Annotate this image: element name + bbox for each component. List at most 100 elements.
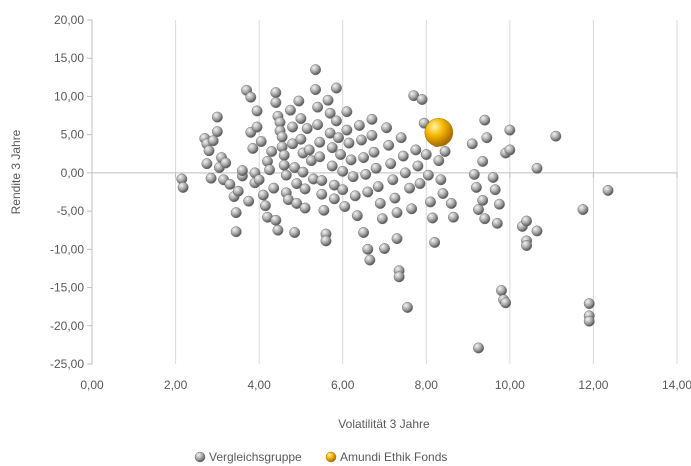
x-tick-label: 14,00 <box>662 378 691 392</box>
y-tick-labels: -25,00 -20,00 -15,00 -10,00 -5,00 0,00 5,00 10,… <box>50 13 84 371</box>
point-vergleichsgruppe <box>362 243 374 255</box>
point-vergleichsgruppe <box>531 225 543 237</box>
point-vergleichsgruppe <box>602 185 614 196</box>
point-vergleichsgruppe <box>504 144 516 156</box>
point-vergleichsgruppe <box>349 190 361 202</box>
point-vergleichsgruppe <box>406 203 418 215</box>
point-vergleichsgruppe <box>397 150 409 162</box>
point-vergleichsgruppe <box>391 233 403 245</box>
legend-marker-vergleichsgruppe <box>194 451 206 463</box>
point-vergleichsgruppe <box>251 121 263 133</box>
y-tick-label: 20,00 <box>54 13 84 27</box>
point-vergleichsgruppe <box>318 204 330 216</box>
point-vergleichsgruppe <box>447 211 459 223</box>
point-vergleichsgruppe <box>347 171 359 183</box>
point-vergleichsgruppe <box>207 135 219 147</box>
point-vergleichsgruppe <box>489 184 501 196</box>
point-vergleichsgruppe <box>287 138 299 150</box>
point-vergleichsgruppe <box>368 146 380 158</box>
point-vergleichsgruppe <box>220 157 232 169</box>
point-vergleichsgruppe <box>295 113 307 125</box>
point-vergleichsgruppe <box>531 162 543 174</box>
point-vergleichsgruppe <box>439 146 451 157</box>
point-vergleichsgruppe <box>301 123 313 135</box>
point-vergleichsgruppe <box>504 124 516 136</box>
point-vergleichsgruppe <box>387 174 399 186</box>
y-tick-label: -10,00 <box>50 242 84 256</box>
point-vergleichsgruppe <box>337 184 349 196</box>
point-vergleichsgruppe <box>243 195 255 207</box>
point-vergleichsgruppe <box>412 160 424 172</box>
point-vergleichsgruppe <box>381 122 393 134</box>
y-tick-label: -15,00 <box>50 281 84 295</box>
legend: Vergleichsgruppe Amundi Ethik Fonds <box>194 450 447 464</box>
point-vergleichsgruppe <box>253 174 265 186</box>
point-vergleichsgruppe <box>341 106 353 118</box>
point-vergleichsgruppe <box>287 121 299 133</box>
point-vergleichsgruppe <box>335 149 347 160</box>
point-vergleichsgruppe <box>366 129 378 141</box>
point-vergleichsgruppe <box>203 145 215 157</box>
point-vergleichsgruppe <box>358 152 370 164</box>
point-vergleichsgruppe <box>420 149 432 160</box>
point-vergleichsgruppe <box>479 114 491 126</box>
axes <box>87 19 678 365</box>
point-vergleichsgruppe <box>280 169 292 181</box>
point-vergleichsgruppe <box>435 174 447 186</box>
point-vergleichsgruppe <box>312 119 324 131</box>
point-vergleichsgruppe <box>291 198 303 209</box>
legend-label-vergleichsgruppe: Vergleichsgruppe <box>209 450 302 464</box>
point-vergleichsgruppe <box>289 227 301 238</box>
legend-label-amundi-ethik-fonds: Amundi Ethik Fonds <box>340 450 447 464</box>
point-vergleichsgruppe <box>320 235 332 247</box>
point-vergleichsgruppe <box>257 189 269 201</box>
point-vergleichsgruppe <box>416 94 428 105</box>
x-tick-label: 0,00 <box>80 378 104 392</box>
y-tick-label: 5,00 <box>61 128 85 142</box>
point-vergleichsgruppe <box>316 175 328 186</box>
point-vergleichsgruppe <box>270 214 282 226</box>
point-vergleichsgruppe <box>481 132 493 144</box>
point-vergleichsgruppe <box>493 198 505 210</box>
point-vergleichsgruppe <box>376 213 388 225</box>
point-vergleichsgruppe <box>328 193 340 205</box>
y-tick-label: -25,00 <box>50 357 84 371</box>
point-vergleichsgruppe <box>264 164 276 176</box>
point-vergleichsgruppe <box>343 137 355 149</box>
point-vergleichsgruppe <box>278 149 290 161</box>
point-vergleichsgruppe <box>370 162 382 174</box>
y-tick-label: 15,00 <box>54 51 84 65</box>
point-vergleichsgruppe <box>224 178 236 190</box>
point-vergleichsgruppe <box>205 172 217 184</box>
point-vergleichsgruppe <box>379 243 390 255</box>
point-vergleichsgruppe <box>385 158 397 170</box>
point-vergleichsgruppe <box>445 198 457 209</box>
point-vergleichsgruppe <box>496 285 507 297</box>
point-vergleichsgruppe <box>270 87 282 99</box>
point-vergleichsgruppe <box>297 166 309 178</box>
point-vergleichsgruppe <box>389 192 401 204</box>
point-vergleichsgruppe <box>345 154 357 166</box>
y-tick-label: -5,00 <box>57 204 85 218</box>
data-points <box>176 64 614 354</box>
point-vergleichsgruppe <box>230 226 242 238</box>
point-vergleichsgruppe <box>299 202 311 214</box>
point-vergleichsgruppe <box>422 169 434 181</box>
point-vergleichsgruppe <box>583 298 595 310</box>
point-vergleichsgruppe <box>470 181 482 193</box>
point-vergleichsgruppe <box>433 155 445 167</box>
point-vergleichsgruppe <box>236 165 248 177</box>
point-vergleichsgruppe <box>393 271 405 283</box>
y-tick-label: 10,00 <box>54 89 84 103</box>
point-vergleichsgruppe <box>404 182 416 194</box>
point-vergleichsgruppe <box>337 165 349 177</box>
point-vergleichsgruppe <box>328 179 340 191</box>
point-vergleichsgruppe <box>391 207 403 219</box>
point-vergleichsgruppe <box>473 342 484 354</box>
x-tick-label: 8,00 <box>415 378 439 392</box>
point-vergleichsgruppe <box>324 107 336 119</box>
point-vergleichsgruppe <box>310 64 322 76</box>
y-tick-label: 0,00 <box>61 166 85 180</box>
point-vergleichsgruppe <box>322 94 334 106</box>
point-vergleichsgruppe <box>326 142 338 154</box>
